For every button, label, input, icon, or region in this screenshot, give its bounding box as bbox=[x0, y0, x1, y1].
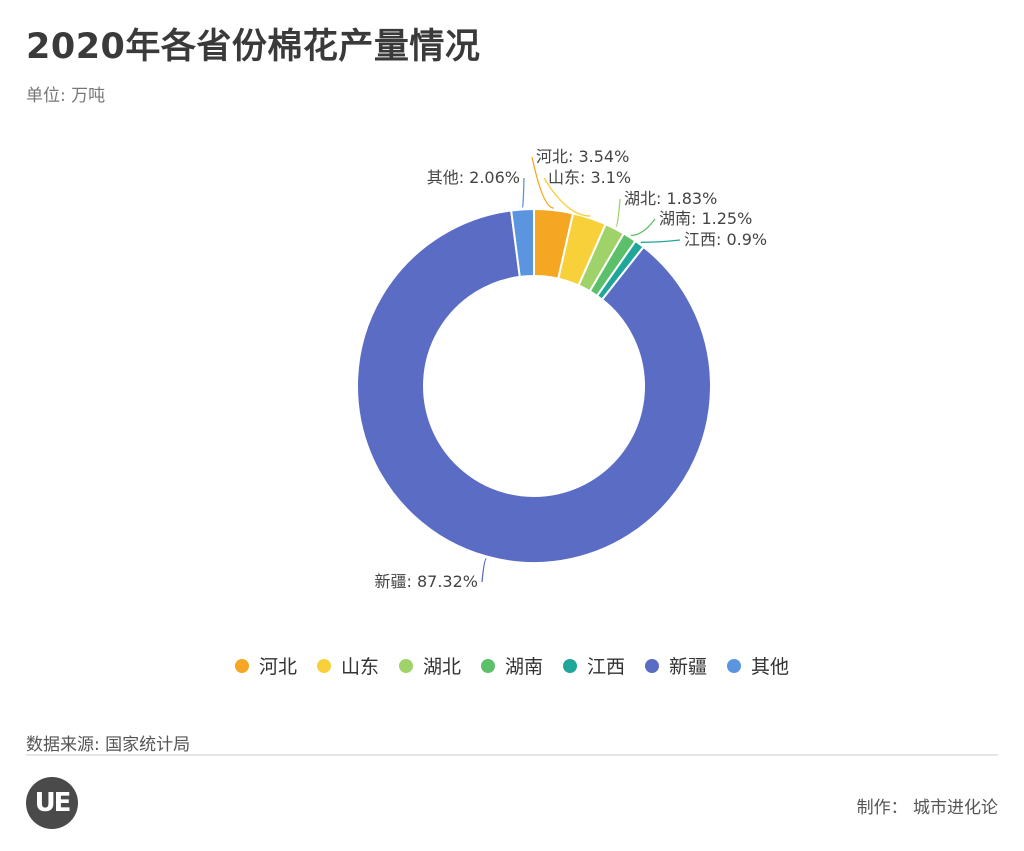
legend-label: 河北 bbox=[258, 656, 297, 678]
legend-dot bbox=[480, 658, 495, 673]
data-label-湖北: 湖北: 1.83% bbox=[624, 189, 717, 208]
legend-dot bbox=[645, 658, 660, 673]
footer-divider bbox=[26, 754, 998, 756]
leader-line-其他 bbox=[521, 177, 525, 209]
legend-item-山东[interactable]: 山东 bbox=[316, 652, 379, 679]
legend-label: 湖南 bbox=[504, 656, 543, 678]
leader-line-湖南 bbox=[630, 218, 656, 237]
maker-credit: 制作： 城市进化论 bbox=[856, 798, 998, 818]
slice-其他 bbox=[510, 207, 535, 279]
slice-新疆 bbox=[356, 209, 712, 564]
legend-label: 其他 bbox=[751, 656, 790, 678]
legend-dot bbox=[316, 658, 331, 673]
legend-dot bbox=[234, 658, 249, 673]
chart-legend: 河北 山东 湖北 湖南 江西 新疆 其他 bbox=[0, 652, 1024, 679]
leader-line-新疆 bbox=[481, 557, 487, 583]
legend-label: 新疆 bbox=[669, 656, 708, 678]
legend-dot bbox=[727, 658, 742, 673]
legend-item-湖南[interactable]: 湖南 bbox=[480, 652, 543, 679]
chart-unit: 单位: 万吨 bbox=[26, 86, 106, 106]
chart-title: 2020年各省份棉花产量情况 bbox=[26, 27, 481, 67]
data-label-山东: 山东: 3.1% bbox=[548, 168, 631, 187]
leader-line-河北 bbox=[531, 156, 555, 209]
donut-chart: 河北: 3.54% 山东: 3.1% 湖北: 1.83%湖南: 1.25% 江西: 0… bbox=[356, 147, 767, 591]
data-label-江西: 江西: 0.9% bbox=[684, 230, 767, 249]
data-source: 数据来源: 国家统计局 bbox=[26, 735, 191, 755]
brand-logo: UE bbox=[26, 777, 78, 829]
legend-dot bbox=[563, 658, 577, 673]
legend-label: 山东 bbox=[340, 656, 379, 678]
data-label-河北: 河北: 3.54% bbox=[536, 147, 629, 166]
data-label-其他: 其他: 2.06% bbox=[427, 168, 520, 187]
leader-line-江西 bbox=[640, 239, 681, 243]
legend-item-江西[interactable]: 江西 bbox=[563, 652, 625, 679]
legend-item-湖北[interactable]: 湖北 bbox=[398, 652, 461, 679]
data-label-新疆: 新疆: 87.32% bbox=[375, 572, 479, 591]
data-label-湖南: 湖南: 1.25% bbox=[659, 209, 752, 228]
leader-line-山东 bbox=[543, 177, 591, 217]
legend-item-河北[interactable]: 河北 bbox=[234, 652, 297, 679]
legend-item-其他[interactable]: 其他 bbox=[727, 652, 789, 679]
legend-dot bbox=[398, 658, 413, 673]
legend-item-新疆[interactable]: 新疆 bbox=[645, 652, 707, 679]
legend-label: 湖北 bbox=[422, 656, 461, 678]
legend-label: 江西 bbox=[587, 656, 626, 678]
leader-line-湖北 bbox=[615, 198, 621, 228]
